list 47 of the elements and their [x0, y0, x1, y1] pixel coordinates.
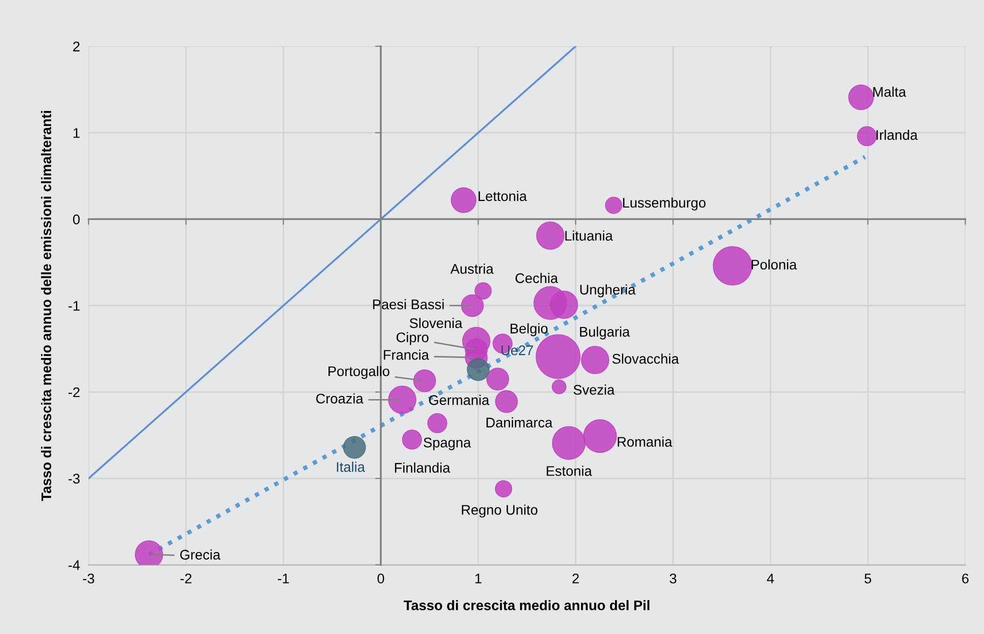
annotation: Ungheria — [580, 284, 636, 298]
annotation: Germania — [429, 394, 490, 406]
annotation: Lettonia — [478, 190, 527, 202]
y-tick-label: -1 — [68, 301, 80, 311]
x-tick-label: 3 — [670, 574, 676, 584]
y-tick-label: 2 — [73, 42, 80, 52]
x-tick-label: 2 — [572, 574, 579, 584]
annotation: Slovenia — [410, 318, 462, 328]
annotation: Danimarca — [486, 417, 553, 428]
x-tick-label: 1 — [475, 574, 482, 584]
annotation: Cipro — [396, 332, 428, 346]
annotation: Polonia — [752, 259, 797, 270]
annotation: Finlandia — [394, 462, 450, 473]
annotation: Belgio — [510, 323, 548, 336]
annotation: Estonia — [546, 466, 592, 476]
x-axis-title: Tasso di crescita medio annuo del Pil — [404, 600, 650, 610]
x-tick-label: 0 — [377, 574, 384, 584]
x-tick-label: -3 — [83, 574, 94, 584]
annotation: Paesi Bassi — [373, 299, 444, 310]
x-tick-label: -2 — [180, 574, 192, 584]
annotation: Irlanda — [876, 130, 918, 140]
annotation: Portogallo — [328, 366, 390, 379]
y-tick-label: 1 — [74, 128, 80, 138]
annotation: Malta — [873, 86, 906, 97]
y-tick-label: -3 — [68, 474, 80, 484]
annotation: Croazia — [316, 393, 364, 404]
y-tick-label: -2 — [68, 387, 80, 398]
x-tick-label: 4 — [766, 574, 774, 584]
annotation: Italia — [336, 462, 366, 472]
annotation: Cechia — [516, 272, 558, 284]
y-tick-label: -4 — [68, 560, 80, 570]
x-tick-label: 6 — [962, 574, 969, 584]
annotation: Regno Unito — [462, 504, 538, 518]
annotation: Lussemburgo — [623, 197, 706, 210]
y-axis-title: Tasso di crescita medio annuo delle emissioni climalteranti — [41, 111, 52, 501]
annotation: Austria — [450, 264, 494, 274]
x-tick-label: 5 — [864, 574, 872, 584]
annotation: Spagna — [424, 438, 471, 450]
x-tick-label: -1 — [278, 574, 289, 584]
y-tick-label: 0 — [73, 214, 80, 224]
annotation: Slovacchia — [612, 354, 679, 364]
annotation: Francia — [384, 350, 430, 360]
annotation: Grecia — [180, 549, 220, 560]
annotation: Lituania — [565, 230, 613, 241]
annotation: Bulgaria — [580, 326, 630, 340]
annotation: Romania — [618, 436, 672, 447]
annotation: Svezia — [574, 384, 615, 395]
